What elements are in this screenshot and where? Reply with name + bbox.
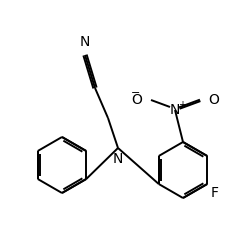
Text: −: − — [131, 88, 140, 98]
Text: N: N — [112, 152, 123, 166]
Text: O: O — [207, 93, 218, 107]
Text: N: N — [79, 35, 90, 49]
Text: F: F — [209, 186, 217, 200]
Text: +: + — [177, 100, 185, 110]
Text: O: O — [131, 93, 141, 107]
Text: N: N — [169, 103, 179, 117]
